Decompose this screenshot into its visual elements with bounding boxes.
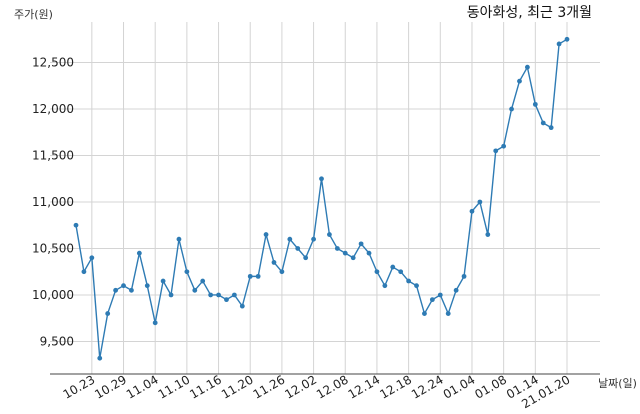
y-tick-label: 10,500 xyxy=(32,241,74,255)
data-point xyxy=(342,250,348,256)
y-tick-label: 12,500 xyxy=(32,56,74,70)
y-tick-labels: 9,500 10,000 10,500 11,000 11,500 12,000 12,50… xyxy=(32,56,74,349)
x-tick-label: 11.16 xyxy=(187,372,224,401)
x-tick-label: 12.24 xyxy=(409,372,446,401)
data-point xyxy=(548,125,554,131)
data-point xyxy=(525,64,530,70)
y-axis-label: 주가(원) xyxy=(14,8,53,21)
data-point xyxy=(334,246,340,251)
data-point xyxy=(287,236,293,242)
data-point xyxy=(327,232,332,237)
data-point xyxy=(414,283,419,289)
data-point xyxy=(477,199,483,205)
data-point xyxy=(168,292,174,298)
data-point xyxy=(556,41,562,47)
data-point xyxy=(160,278,166,284)
x-tick-label: 11.26 xyxy=(251,372,288,401)
data-point xyxy=(121,283,126,289)
data-point xyxy=(200,278,206,284)
data-points xyxy=(73,36,570,361)
data-point xyxy=(469,208,475,214)
data-point xyxy=(358,241,364,247)
data-point xyxy=(390,264,396,270)
data-point xyxy=(437,292,443,298)
data-point xyxy=(509,106,514,112)
x-tick-label: 12.14 xyxy=(346,372,383,401)
x-tick-label: 01.04 xyxy=(441,372,478,401)
x-tick-label: 12.08 xyxy=(314,372,351,401)
data-point xyxy=(255,273,261,279)
data-point xyxy=(105,311,111,316)
series-line xyxy=(75,38,568,359)
x-tick-label: 11.20 xyxy=(219,372,256,401)
data-point xyxy=(184,269,190,275)
x-tick-label: 12.18 xyxy=(377,372,414,401)
data-point xyxy=(453,287,459,293)
data-point xyxy=(247,273,253,279)
y-tick-label: 12,000 xyxy=(32,102,74,116)
grid-lines xyxy=(50,22,600,374)
y-tick-label: 11,000 xyxy=(32,195,74,209)
data-point xyxy=(136,250,142,256)
data-point xyxy=(319,176,324,182)
data-point xyxy=(97,355,103,361)
data-point xyxy=(81,269,87,275)
x-tick-label: 10.23 xyxy=(61,372,98,401)
data-point xyxy=(208,292,214,298)
y-tick-label: 9,500 xyxy=(40,334,74,348)
data-point xyxy=(192,287,198,293)
x-tick-label: 10.29 xyxy=(92,372,129,401)
data-point xyxy=(216,292,221,298)
data-point xyxy=(493,148,499,154)
data-point xyxy=(382,283,388,289)
x-axis-label: 날짜(일) xyxy=(598,376,637,390)
data-point xyxy=(540,120,546,126)
data-point xyxy=(224,297,229,303)
data-point xyxy=(366,250,372,256)
data-point xyxy=(374,269,380,275)
data-point xyxy=(485,232,491,237)
data-point xyxy=(152,320,158,326)
data-point xyxy=(350,255,356,261)
data-point xyxy=(398,269,404,275)
data-point xyxy=(532,101,538,107)
data-point xyxy=(461,273,467,279)
data-point xyxy=(295,246,301,251)
data-point xyxy=(129,287,134,293)
data-point xyxy=(231,292,237,298)
data-point xyxy=(303,255,309,261)
data-point xyxy=(311,236,316,242)
x-tick-label: 01.08 xyxy=(472,372,509,401)
data-point xyxy=(113,287,118,293)
data-point xyxy=(73,222,79,228)
data-point xyxy=(564,36,570,42)
data-point xyxy=(263,232,269,237)
data-point xyxy=(271,260,277,265)
y-tick-label: 11,500 xyxy=(32,149,74,163)
data-point xyxy=(422,311,427,316)
x-tick-label: 11.04 xyxy=(124,372,161,401)
data-point xyxy=(501,143,507,149)
y-tick-label: 10,000 xyxy=(32,288,74,302)
data-point xyxy=(445,311,451,316)
price-series-line xyxy=(75,38,568,359)
x-tick-label: 11.10 xyxy=(156,372,193,401)
data-point xyxy=(517,78,522,84)
x-tick-labels: 10.2310.2911.0411.1011.1611.2011.2612.02… xyxy=(61,372,573,411)
data-point xyxy=(144,283,150,289)
data-point xyxy=(89,255,95,261)
data-point xyxy=(279,269,285,275)
data-point xyxy=(406,278,412,284)
data-point xyxy=(429,297,435,303)
data-point xyxy=(239,303,245,309)
x-tick-label: 12.02 xyxy=(282,372,319,401)
chart-title: 동아화성, 최근 3개월 xyxy=(467,5,592,21)
data-point xyxy=(176,236,182,242)
